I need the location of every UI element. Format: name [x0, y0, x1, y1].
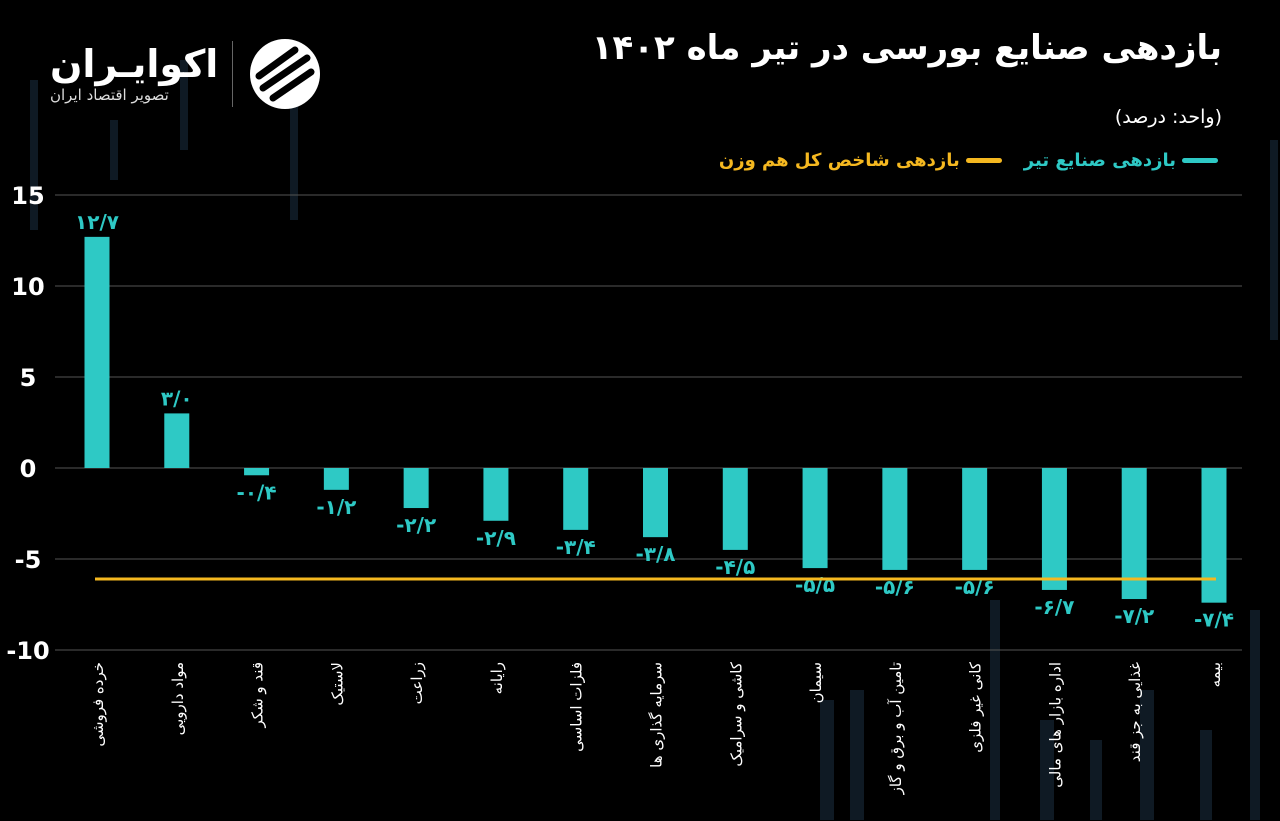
background-candle — [180, 60, 188, 150]
x-tick-label: کاشی و سرامیک — [727, 661, 745, 766]
y-tick-label: 15 — [11, 182, 44, 210]
background-candle — [110, 120, 118, 180]
data-label: -۱/۲ — [316, 495, 356, 519]
bar — [164, 413, 190, 468]
legend-item-sectors: بازدهی صنایع تیر — [1024, 150, 1218, 171]
background-candle — [1200, 730, 1212, 820]
bar — [323, 468, 349, 490]
bar — [882, 468, 908, 570]
bar — [1041, 468, 1067, 590]
background-candle — [850, 690, 864, 820]
logo-subtitle: تصویر اقتصاد ایران — [50, 85, 169, 104]
background-candle — [1040, 720, 1054, 820]
background-candle — [1270, 140, 1278, 340]
bar — [84, 236, 110, 468]
x-tick-label: رایانه — [488, 662, 506, 694]
data-label: -۳/۴ — [556, 535, 596, 559]
bar — [483, 468, 509, 521]
y-tick-label: -5 — [15, 546, 42, 574]
legend: بازدهی صنایع تیر بازدهی شاخص کل هم وزن — [719, 150, 1218, 171]
x-tick-label: مواد دارویی — [169, 662, 187, 735]
x-tick-label: غذایی به جز قند — [1126, 662, 1144, 762]
data-label: -۷/۲ — [1114, 604, 1154, 628]
x-tick-label: خرده فروشی — [89, 662, 107, 747]
background-candle — [30, 80, 38, 230]
x-tick-label: سرمایه گذاری ها — [648, 662, 666, 768]
legend-label-sectors: بازدهی صنایع تیر — [1023, 150, 1176, 171]
data-label: -۰/۴ — [237, 480, 277, 504]
background-candle — [1140, 690, 1154, 820]
x-tick-label: قند و شکر — [249, 662, 267, 728]
data-label: -۷/۴ — [1194, 608, 1234, 632]
x-tick-label: فلزات اساسی — [568, 662, 586, 752]
bar — [722, 468, 748, 550]
background-candle — [290, 100, 298, 220]
bar — [1121, 468, 1147, 600]
y-tick-label: 5 — [20, 364, 37, 392]
x-tick-label: لاستیک — [328, 662, 346, 706]
bar — [403, 468, 429, 509]
bar — [802, 468, 828, 569]
data-label: -۲/۲ — [396, 513, 436, 537]
bar — [563, 468, 589, 530]
x-tick-label: سیمان — [807, 662, 825, 703]
data-label: -۵/۵ — [795, 573, 835, 597]
x-tick-label: زراعت — [408, 662, 426, 704]
x-tick-label: اداره بازار های مالی — [1046, 662, 1064, 788]
legend-swatch-index — [965, 158, 1002, 163]
logo-mark-icon — [250, 39, 321, 109]
x-tick-label: تامین آب و برق و گاز — [887, 662, 905, 795]
background-candle — [1250, 610, 1260, 820]
x-tick-label: بیمه — [1206, 662, 1224, 687]
legend-label-index: بازدهی شاخص کل هم وزن — [718, 150, 960, 171]
x-tick-label: کانی غیر فلزی — [967, 661, 985, 753]
data-label: -۶/۷ — [1034, 595, 1074, 619]
background-candle — [1090, 740, 1102, 820]
bar — [244, 468, 270, 476]
bar — [643, 468, 668, 538]
data-label: -۴/۵ — [715, 555, 755, 579]
y-tick-label: 0 — [20, 455, 37, 483]
logo: اکوایـران تصویر اقتصاد ایران — [50, 36, 323, 112]
data-label: ۳/۰ — [161, 386, 193, 410]
data-label: ۱۲/۷ — [75, 210, 119, 234]
y-tick-label: 10 — [11, 273, 44, 301]
data-label: -۲/۹ — [476, 526, 516, 550]
data-label: -۳/۸ — [635, 542, 675, 566]
legend-swatch-sectors — [1182, 158, 1218, 163]
chart-title: بازدهی صنایع بورسی در تیر ماه ۱۴۰۲ — [591, 28, 1222, 68]
background-candle — [990, 600, 1000, 820]
logo-divider — [232, 41, 234, 107]
background-candle — [820, 700, 834, 820]
bar — [1201, 468, 1227, 603]
y-tick-label: -10 — [6, 637, 49, 665]
bar — [962, 468, 988, 570]
unit-label: (واحد: درصد) — [1114, 106, 1222, 128]
legend-item-index: بازدهی شاخص کل هم وزن — [719, 150, 1002, 171]
logo-name: اکوایـران — [50, 42, 219, 87]
